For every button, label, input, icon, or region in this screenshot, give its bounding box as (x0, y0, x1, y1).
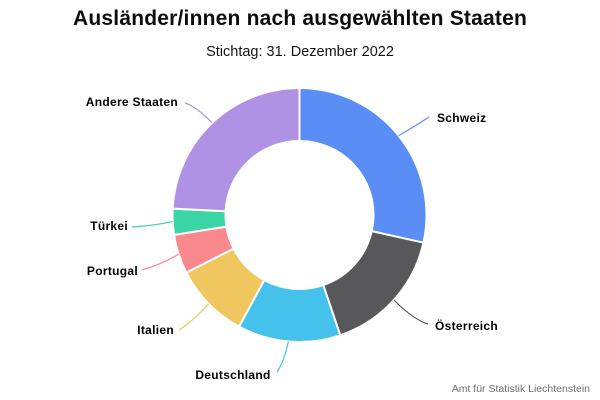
donut-slices (171, 87, 428, 343)
leader-line-portugal (141, 253, 180, 271)
label-oesterreich: Österreich (435, 318, 498, 333)
leader-line-tuerkei (131, 221, 173, 228)
label-andere-staaten: Andere Staaten (86, 95, 178, 109)
slice-andere-staaten[interactable] (171, 87, 301, 213)
label-portugal: Portugal (87, 264, 138, 278)
label-deutschland: Deutschland (195, 368, 270, 382)
leader-line-andere-staaten (184, 102, 213, 124)
slice-oesterreich[interactable] (322, 230, 425, 337)
label-italien: Italien (137, 323, 174, 337)
source-credit: Amt für Statistik Liechtenstein (451, 383, 590, 395)
leader-lines (131, 102, 430, 373)
leader-line-deutschland (276, 341, 289, 373)
slice-schweiz[interactable] (298, 87, 428, 244)
category-labels: Schweiz Österreich Deutschland Italien P… (86, 95, 498, 382)
chart-subtitle: Stichtag: 31. Dezember 2022 (206, 44, 394, 60)
chart-title: Ausländer/innen nach ausgewählten Staate… (73, 7, 527, 30)
leader-line-schweiz (398, 116, 430, 137)
leader-line-italien (178, 303, 210, 331)
label-tuerkei: Türkei (90, 219, 128, 233)
leader-line-oesterreich (393, 299, 429, 325)
label-schweiz: Schweiz (437, 111, 486, 125)
